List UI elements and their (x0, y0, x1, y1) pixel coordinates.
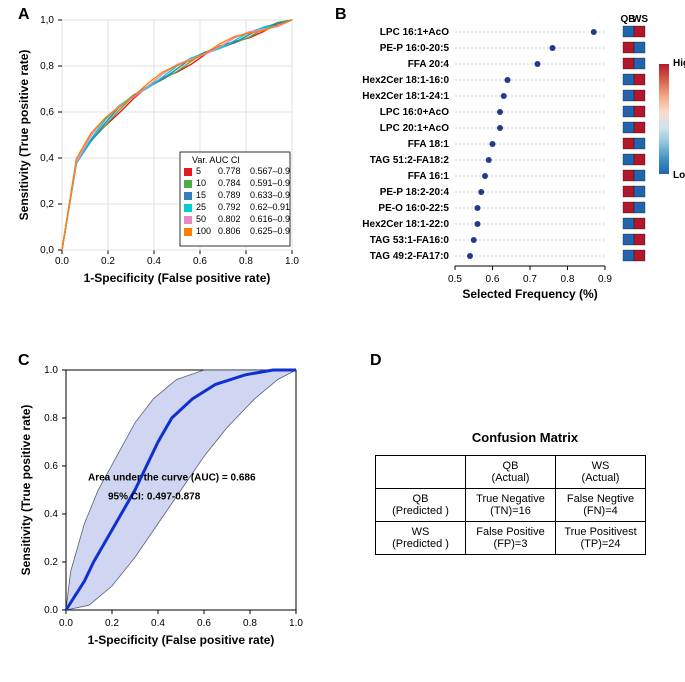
cm-head-qb: QB (503, 460, 519, 472)
cm-head-ws: WS (592, 460, 610, 472)
svg-text:1,0: 1,0 (40, 15, 54, 26)
svg-text:0.8: 0.8 (561, 274, 575, 285)
cm-row-ws-sub: (Predicted ) (392, 538, 449, 550)
svg-text:0,2: 0,2 (40, 199, 54, 210)
svg-text:15: 15 (196, 190, 206, 200)
svg-text:0,4: 0,4 (40, 153, 54, 164)
svg-text:0.7: 0.7 (523, 274, 537, 285)
svg-text:FFA 20:4: FFA 20:4 (408, 59, 450, 70)
cm-fn-v: (FN)=4 (583, 505, 618, 517)
svg-text:0.806: 0.806 (218, 226, 241, 236)
svg-text:PE-O 16:0-22:5: PE-O 16:0-22:5 (378, 203, 449, 214)
cm-tn-v: (TN)=16 (490, 505, 531, 517)
svg-text:0.0: 0.0 (59, 618, 73, 629)
svg-text:95% CI: 0.497-0.878: 95% CI: 0.497-0.878 (108, 492, 201, 503)
cm-row-ws: WS (412, 526, 430, 538)
svg-text:0.2: 0.2 (105, 618, 119, 629)
svg-text:1.0: 1.0 (285, 256, 299, 267)
cm-tp-v: (TP)=24 (580, 538, 620, 550)
svg-text:10: 10 (196, 178, 206, 188)
svg-text:0.6: 0.6 (486, 274, 500, 285)
svg-text:0.792: 0.792 (218, 202, 241, 212)
svg-text:0.9: 0.9 (598, 274, 612, 285)
svg-text:0.567–0.9: 0.567–0.9 (250, 166, 290, 176)
svg-text:0,0: 0,0 (40, 245, 54, 256)
panel-a-roc: 0.0 0.2 0.4 0.6 0.8 1.0 0,0 0,2 0,4 0,6 0,8 1,0 Var.… (10, 10, 320, 310)
svg-text:0.784: 0.784 (218, 178, 241, 188)
svg-text:Sensitivity (True positive rat: Sensitivity (True positive rate) (19, 405, 33, 576)
cm-tn: True Negative (476, 493, 545, 505)
svg-text:0.6: 0.6 (44, 461, 58, 472)
cm-fn: False Negtive (567, 493, 634, 505)
svg-text:0.62–0.91: 0.62–0.91 (250, 202, 290, 212)
svg-text:0.2: 0.2 (101, 256, 115, 267)
svg-text:0.616–0.9: 0.616–0.9 (250, 214, 290, 224)
svg-text:TAG 53:1-FA16:0: TAG 53:1-FA16:0 (370, 235, 450, 246)
svg-text:50: 50 (196, 214, 206, 224)
svg-text:LPC 20:1+AcO: LPC 20:1+AcO (380, 123, 449, 134)
confusion-table: QB(Actual) WS(Actual) QB(Predicted ) Tru… (375, 455, 646, 555)
svg-text:1.0: 1.0 (44, 365, 58, 376)
cm-fp-v: (FP)=3 (494, 538, 528, 550)
svg-text:100: 100 (196, 226, 211, 236)
cm-head-ws-sub: (Actual) (582, 472, 620, 484)
svg-text:0,6: 0,6 (40, 107, 54, 118)
panel-c-roc: 0.0 0.2 0.4 0.6 0.8 1.0 0.0 0.2 0.4 0.6 0.8 1.0 Area… (10, 360, 320, 670)
svg-text:25: 25 (196, 202, 206, 212)
confusion-title: Confusion Matrix (375, 430, 675, 445)
cm-fp: False Positive (476, 526, 544, 538)
svg-text:0.4: 0.4 (147, 256, 161, 267)
svg-text:0.4: 0.4 (151, 618, 165, 629)
svg-text:0.0: 0.0 (44, 605, 58, 616)
svg-text:FFA 18:1: FFA 18:1 (408, 139, 450, 150)
cm-head-qb-sub: (Actual) (492, 472, 530, 484)
svg-text:0.6: 0.6 (197, 618, 211, 629)
svg-text:Low: Low (673, 170, 685, 181)
svg-text:0.802: 0.802 (218, 214, 241, 224)
svg-text:PE-P 18:2-20:4: PE-P 18:2-20:4 (380, 187, 450, 198)
svg-text:0.5: 0.5 (448, 274, 462, 285)
svg-text:0,8: 0,8 (40, 61, 54, 72)
svg-text:0.789: 0.789 (218, 190, 241, 200)
cm-row-qb-sub: (Predicted ) (392, 505, 449, 517)
svg-text:0.8: 0.8 (239, 256, 253, 267)
svg-text:0.633–0.9: 0.633–0.9 (250, 190, 290, 200)
svg-text:LPC 16:0+AcO: LPC 16:0+AcO (380, 107, 449, 118)
panel-b-freq: LPC 16:1+AcO PE-P 16:0-20:5 FFA 20:4 Hex2Ce… (325, 8, 685, 308)
svg-text:Hex2Cer 18:1-24:1: Hex2Cer 18:1-24:1 (362, 91, 449, 102)
svg-text:LPC 16:1+AcO: LPC 16:1+AcO (380, 27, 449, 38)
svg-text:Selected Frequency (%): Selected Frequency (%) (462, 287, 597, 301)
svg-text:0.778: 0.778 (218, 166, 241, 176)
panel-d-confusion: Confusion Matrix QB(Actual) WS(Actual) Q… (375, 430, 675, 555)
svg-text:Sensitivity (True positive rat: Sensitivity (True positive rate) (17, 50, 31, 221)
cm-tp: True Positivest (564, 526, 636, 538)
svg-text:0.8: 0.8 (44, 413, 58, 424)
svg-text:FFA 16:1: FFA 16:1 (408, 171, 450, 182)
svg-text:Var. AUC CI: Var. AUC CI (192, 155, 240, 165)
svg-text:PE-P 16:0-20:5: PE-P 16:0-20:5 (380, 43, 450, 54)
svg-text:High: High (673, 58, 685, 69)
svg-text:0.2: 0.2 (44, 557, 58, 568)
svg-text:Hex2Cer 18:1-22:0: Hex2Cer 18:1-22:0 (362, 219, 449, 230)
svg-text:5: 5 (196, 166, 201, 176)
svg-text:0.591–0.9: 0.591–0.9 (250, 178, 290, 188)
svg-text:1.0: 1.0 (289, 618, 303, 629)
svg-text:0.4: 0.4 (44, 509, 58, 520)
svg-text:1-Specificity (False positive: 1-Specificity (False positive rate) (88, 633, 275, 647)
svg-text:TAG 51:2-FA18:2: TAG 51:2-FA18:2 (370, 155, 450, 166)
svg-text:0.8: 0.8 (243, 618, 257, 629)
svg-text:0.6: 0.6 (193, 256, 207, 267)
cm-row-qb: QB (413, 493, 429, 505)
svg-text:0.625–0.9: 0.625–0.9 (250, 226, 290, 236)
svg-text:TAG 49:2-FA17:0: TAG 49:2-FA17:0 (370, 251, 450, 262)
svg-text:Area under the curve (AUC) = 0: Area under the curve (AUC) = 0.686 (88, 472, 256, 483)
svg-text:0.0: 0.0 (55, 256, 69, 267)
svg-text:Hex2Cer 18:1-16:0: Hex2Cer 18:1-16:0 (362, 75, 449, 86)
panel-label-d: D (370, 352, 382, 370)
svg-text:1-Specificity (False positive: 1-Specificity (False positive rate) (84, 271, 271, 285)
svg-text:WS: WS (632, 14, 648, 25)
